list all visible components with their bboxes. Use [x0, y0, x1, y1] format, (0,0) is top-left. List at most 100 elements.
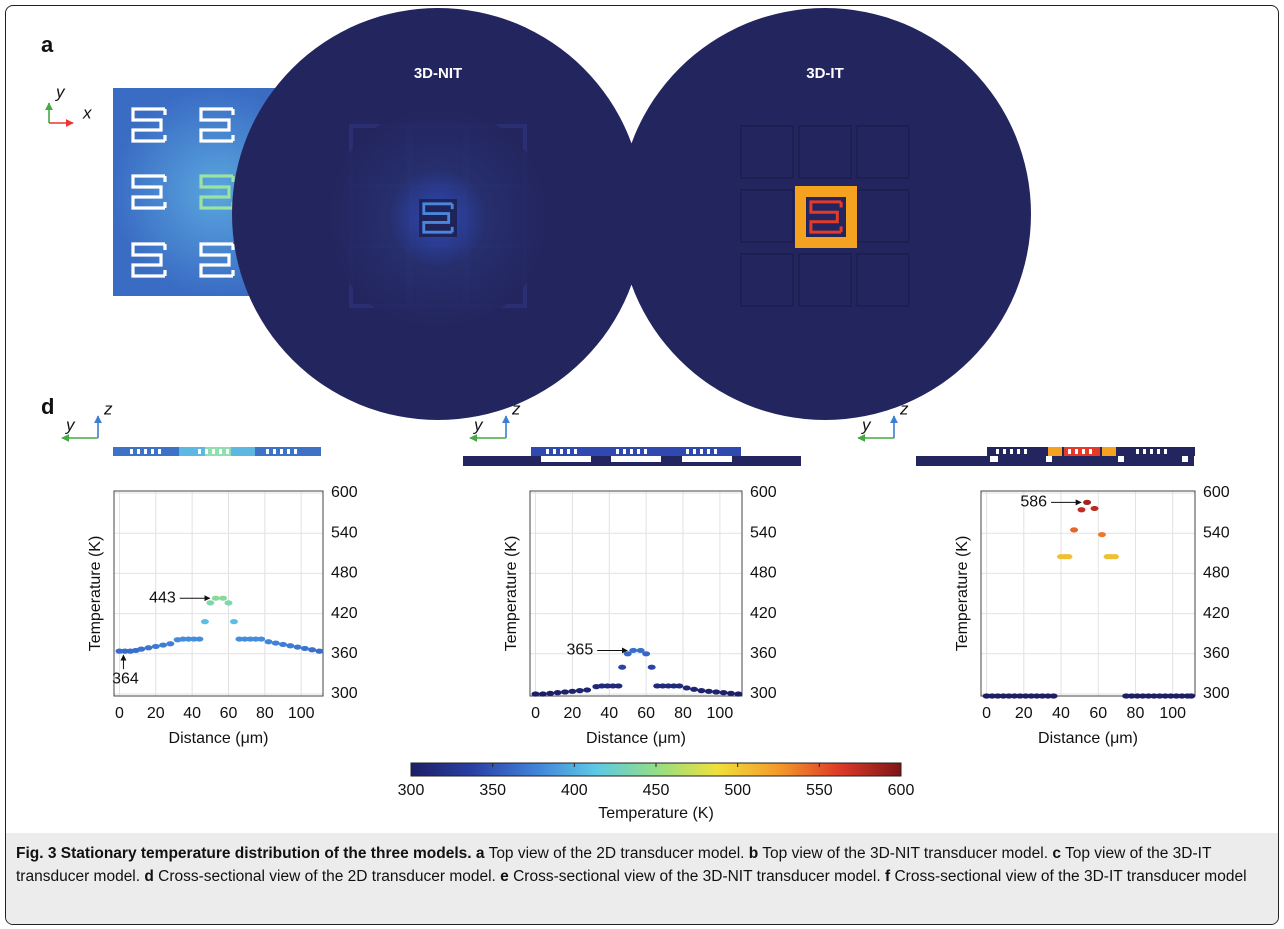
data-point: [301, 646, 309, 651]
colorbar-tick-label: 300: [398, 782, 425, 799]
panel-label: d: [41, 394, 54, 419]
data-point: [568, 689, 576, 694]
y-tick-label: 300: [1203, 685, 1230, 702]
data-point: [294, 644, 302, 649]
data-point: [264, 639, 272, 644]
data-point: [308, 647, 316, 652]
data-point: [1083, 500, 1091, 505]
y-axis-label: Temperature (K): [954, 536, 971, 652]
x-tick-label: 80: [256, 705, 274, 722]
caption-item-text: Cross-sectional view of the 2D transduce…: [158, 868, 496, 885]
y-axis-label: Temperature (K): [87, 536, 104, 652]
y-tick-label: 300: [331, 685, 358, 702]
data-point: [159, 642, 167, 647]
annotation: 586: [1020, 494, 1047, 511]
axis-glyph: y x: [49, 82, 92, 123]
data-point: [286, 643, 294, 648]
colorbar-tick-label: 400: [561, 782, 588, 799]
x-axis-label: Distance (μm): [586, 730, 686, 747]
top-view-3d-nit: 3D-NIT: [232, 8, 644, 420]
y-tick-label: 480: [331, 565, 358, 582]
annotation: 365: [567, 642, 594, 659]
x-tick-label: 80: [1127, 705, 1145, 722]
data-point: [629, 648, 637, 653]
cross-section-2d: [113, 447, 321, 456]
data-point: [712, 689, 720, 694]
data-point: [1187, 693, 1195, 698]
figure: a b c d e f y x y x y x: [5, 5, 1279, 925]
y-tick-label: 360: [331, 645, 358, 662]
data-point: [697, 688, 705, 693]
x-tick-label: 60: [637, 705, 655, 722]
data-point: [561, 689, 569, 694]
y-tick-label: 480: [750, 565, 777, 582]
view-title: 3D-NIT: [414, 65, 462, 82]
caption-item-label: e: [500, 868, 509, 885]
y-tick-label: 420: [331, 605, 358, 622]
annotation: 443: [149, 589, 176, 606]
colorbar-tick-label: 350: [479, 782, 506, 799]
caption-item-label: d: [144, 868, 153, 885]
data-point: [272, 640, 280, 645]
axis-letter: x: [82, 103, 92, 122]
data-point: [576, 688, 584, 693]
caption-item-label: b: [749, 845, 758, 862]
data-point: [1111, 554, 1119, 559]
caption-item-label: c: [1052, 845, 1061, 862]
colorbar-tick-label: 550: [806, 782, 833, 799]
caption-title: Fig. 3 Stationary temperature distributi…: [16, 845, 472, 862]
caption-item-text: Top view of the 3D-NIT transducer model.: [762, 845, 1048, 862]
caption-item-text: Top view of the 2D transducer model.: [489, 845, 745, 862]
caption-item-text: Cross-sectional view of the 3D-IT transd…: [894, 868, 1246, 885]
axis-glyph: z y: [62, 399, 113, 438]
data-point: [1070, 527, 1078, 532]
data-point: [224, 600, 232, 605]
x-tick-label: 100: [707, 705, 734, 722]
caption: Fig. 3 Stationary temperature distributi…: [6, 833, 1278, 924]
top-view-3d-it: 3D-IT: [619, 8, 1031, 420]
x-axis-label: Distance (μm): [1038, 730, 1138, 747]
x-tick-label: 40: [1052, 705, 1070, 722]
data-point: [690, 687, 698, 692]
y-tick-label: 600: [1203, 484, 1230, 501]
plot-frame: [530, 491, 742, 696]
plot-frame: [981, 491, 1195, 696]
x-tick-label: 0: [115, 705, 124, 722]
x-tick-label: 20: [564, 705, 582, 722]
y-tick-label: 480: [1203, 565, 1230, 582]
cross-section-3d-nit: [463, 447, 801, 466]
y-tick-label: 420: [750, 605, 777, 622]
y-tick-label: 600: [750, 484, 777, 501]
annotation: 364: [112, 670, 139, 687]
y-tick-label: 540: [750, 524, 777, 541]
y-tick-label: 360: [750, 645, 777, 662]
data-point: [614, 683, 622, 688]
axis-letter: y: [55, 82, 66, 101]
data-point: [532, 691, 540, 696]
x-tick-label: 20: [147, 705, 165, 722]
colorbar-tick-label: 600: [888, 782, 915, 799]
x-tick-label: 20: [1015, 705, 1033, 722]
caption-item-label: a: [476, 845, 485, 862]
colorbar-label: Temperature (K): [598, 805, 714, 822]
y-tick-label: 300: [750, 685, 777, 702]
x-tick-label: 60: [220, 705, 238, 722]
y-axis-label: Temperature (K): [503, 536, 520, 652]
data-point: [166, 641, 174, 646]
data-point: [705, 689, 713, 694]
figure-graphics: a b c d e f y x y x y x: [6, 6, 1278, 833]
x-tick-label: 100: [1159, 705, 1186, 722]
x-tick-label: 60: [1089, 705, 1107, 722]
data-point: [230, 619, 238, 624]
colorbar-tick-label: 500: [724, 782, 751, 799]
x-tick-label: 80: [674, 705, 692, 722]
x-tick-label: 0: [982, 705, 991, 722]
data-point: [219, 596, 227, 601]
y-tick-label: 540: [1203, 524, 1230, 541]
cross-section-3d-it: [916, 447, 1195, 466]
data-point: [1098, 532, 1106, 537]
colorbar-tick-label: 450: [643, 782, 670, 799]
axis-letter: y: [65, 415, 76, 434]
data-point: [279, 642, 287, 647]
y-tick-label: 360: [1203, 645, 1230, 662]
